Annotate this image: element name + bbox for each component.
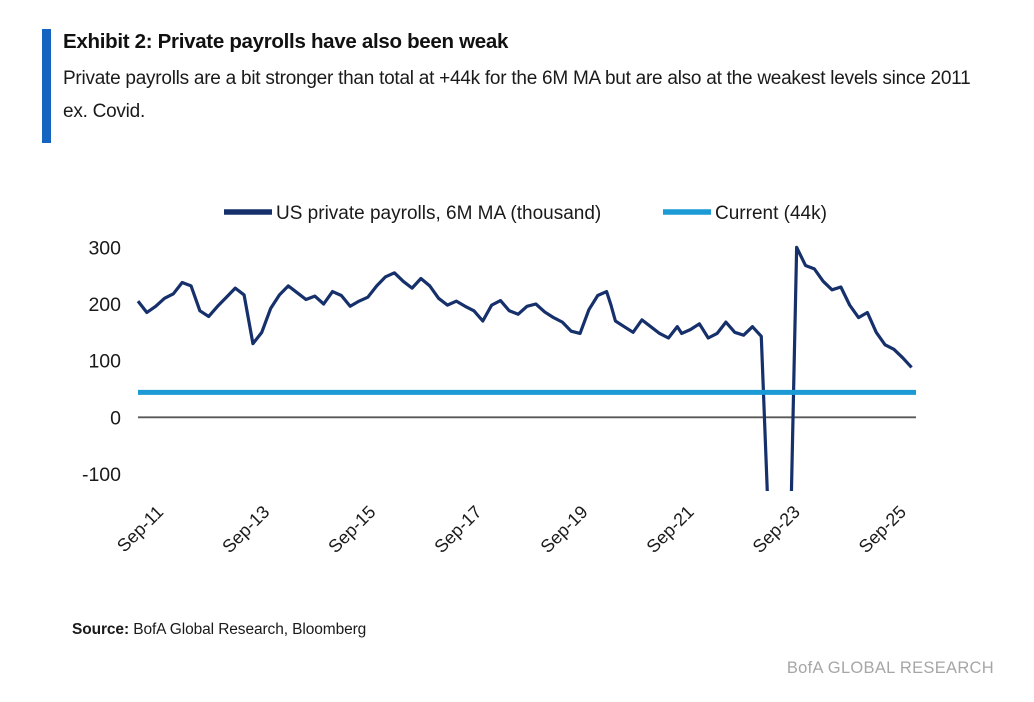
x-tick-label: Sep-19 (537, 502, 592, 557)
brand-footer: BofA GLOBAL RESEARCH (786, 659, 994, 677)
chart-container: US private payrolls, 6M MA (thousand) Cur… (0, 186, 1034, 586)
y-tick-label: 0 (110, 407, 121, 429)
x-tick-label: Sep-25 (855, 502, 910, 557)
legend-label: US private payrolls, 6M MA (thousand) (276, 203, 601, 224)
exhibit-header: Exhibit 2: Private payrolls have also be… (42, 29, 992, 143)
series-line-private-payrolls (136, 245, 913, 491)
payrolls-line-chart: US private payrolls, 6M MA (thousand) Cur… (82, 203, 916, 557)
y-tick-label: -100 (82, 464, 121, 486)
y-tick-label: 100 (88, 351, 121, 373)
header-text-group: Exhibit 2: Private payrolls have also be… (63, 29, 992, 128)
page-subtitle: Private payrolls are a bit stronger than… (63, 68, 971, 122)
chart-series (136, 245, 913, 491)
chart-legend: US private payrolls, 6M MA (thousand) Cur… (224, 203, 827, 224)
x-tick-label: Sep-23 (749, 502, 804, 557)
source-note: Source: BofA Global Research, Bloomberg (72, 621, 366, 639)
x-tick-label: Sep-21 (643, 502, 698, 557)
source-text: BofA Global Research, Bloomberg (129, 621, 367, 638)
x-tick-label: Sep-15 (324, 502, 379, 557)
x-tick-label: Sep-13 (218, 502, 273, 557)
x-tick-label: Sep-11 (113, 502, 167, 556)
legend-label: Current (44k) (715, 203, 827, 224)
y-tick-label: 300 (88, 237, 121, 259)
title-accent-bar (42, 29, 51, 143)
source-label: Source: (72, 621, 130, 638)
x-axis-ticks: Sep-11 Sep-13 Sep-15 Sep-17 Sep-19 Sep-21 Sep-… (113, 502, 910, 557)
y-tick-label: 200 (88, 294, 121, 316)
x-tick-label: Sep-17 (430, 502, 485, 557)
y-axis-ticks: 300 200 100 0 -100 (82, 237, 121, 486)
page-title: Exhibit 2: Private payrolls have also be… (63, 30, 509, 53)
